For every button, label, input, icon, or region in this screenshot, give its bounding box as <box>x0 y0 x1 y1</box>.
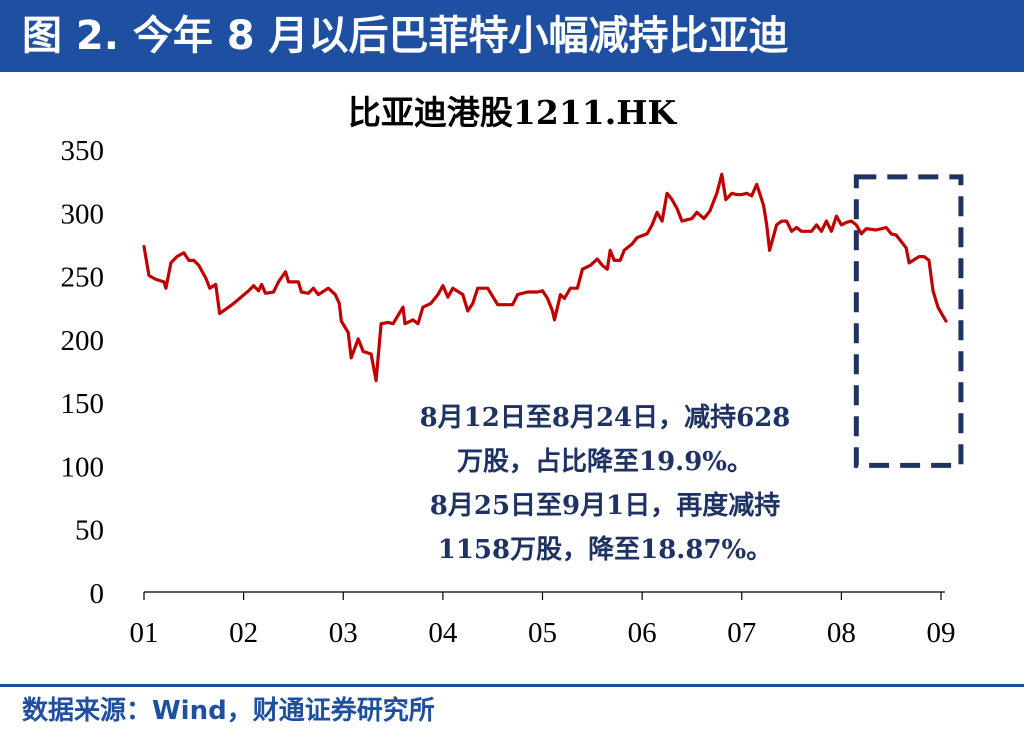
chart-title: 比亚迪港股1211.HK <box>347 93 677 132</box>
y-tick-label: 200 <box>61 325 105 357</box>
y-tick-label: 50 <box>75 515 104 547</box>
highlight-box <box>853 174 964 468</box>
annotation-text: 8月12日至8月24日，减持628 万股，占比降至19.9%。 8月25日至9月… <box>365 396 845 572</box>
figure-title: 图 2. 今年 8 月以后巴菲特小幅减持比亚迪 <box>22 13 789 59</box>
annotation-line-1: 8月12日至8月24日，减持628 <box>419 403 791 433</box>
y-tick-label: 0 <box>90 578 105 610</box>
x-tick-label: 04 <box>428 617 458 649</box>
x-tick-label: 08 <box>827 617 856 649</box>
figure-header: 图 2. 今年 8 月以后巴菲特小幅减持比亚迪 <box>0 0 1024 72</box>
x-tick-label: 05 <box>528 617 557 649</box>
x-tick-label: 01 <box>130 617 159 649</box>
y-tick-label: 300 <box>61 198 105 230</box>
x-tick-label: 09 <box>927 617 956 649</box>
annotation-line-2: 万股，占比降至19.9%。 <box>456 447 754 477</box>
x-tick-label: 03 <box>329 617 358 649</box>
x-tick-label: 06 <box>628 617 657 649</box>
y-tick-label: 250 <box>61 262 105 294</box>
y-tick-label: 150 <box>61 388 105 420</box>
source-note: 数据来源：Wind，财通证券研究所 <box>22 696 435 726</box>
x-tick-label: 07 <box>727 617 756 649</box>
y-tick-label: 100 <box>61 451 105 483</box>
price-line-series <box>142 172 948 383</box>
annotation-line-3: 8月25日至9月1日，再度减持 <box>429 491 781 521</box>
x-tick-label: 02 <box>229 617 258 649</box>
y-tick-label: 350 <box>61 135 105 167</box>
footer-divider <box>0 684 1024 687</box>
annotation-line-4: 1158万股，降至18.87%。 <box>437 535 773 565</box>
